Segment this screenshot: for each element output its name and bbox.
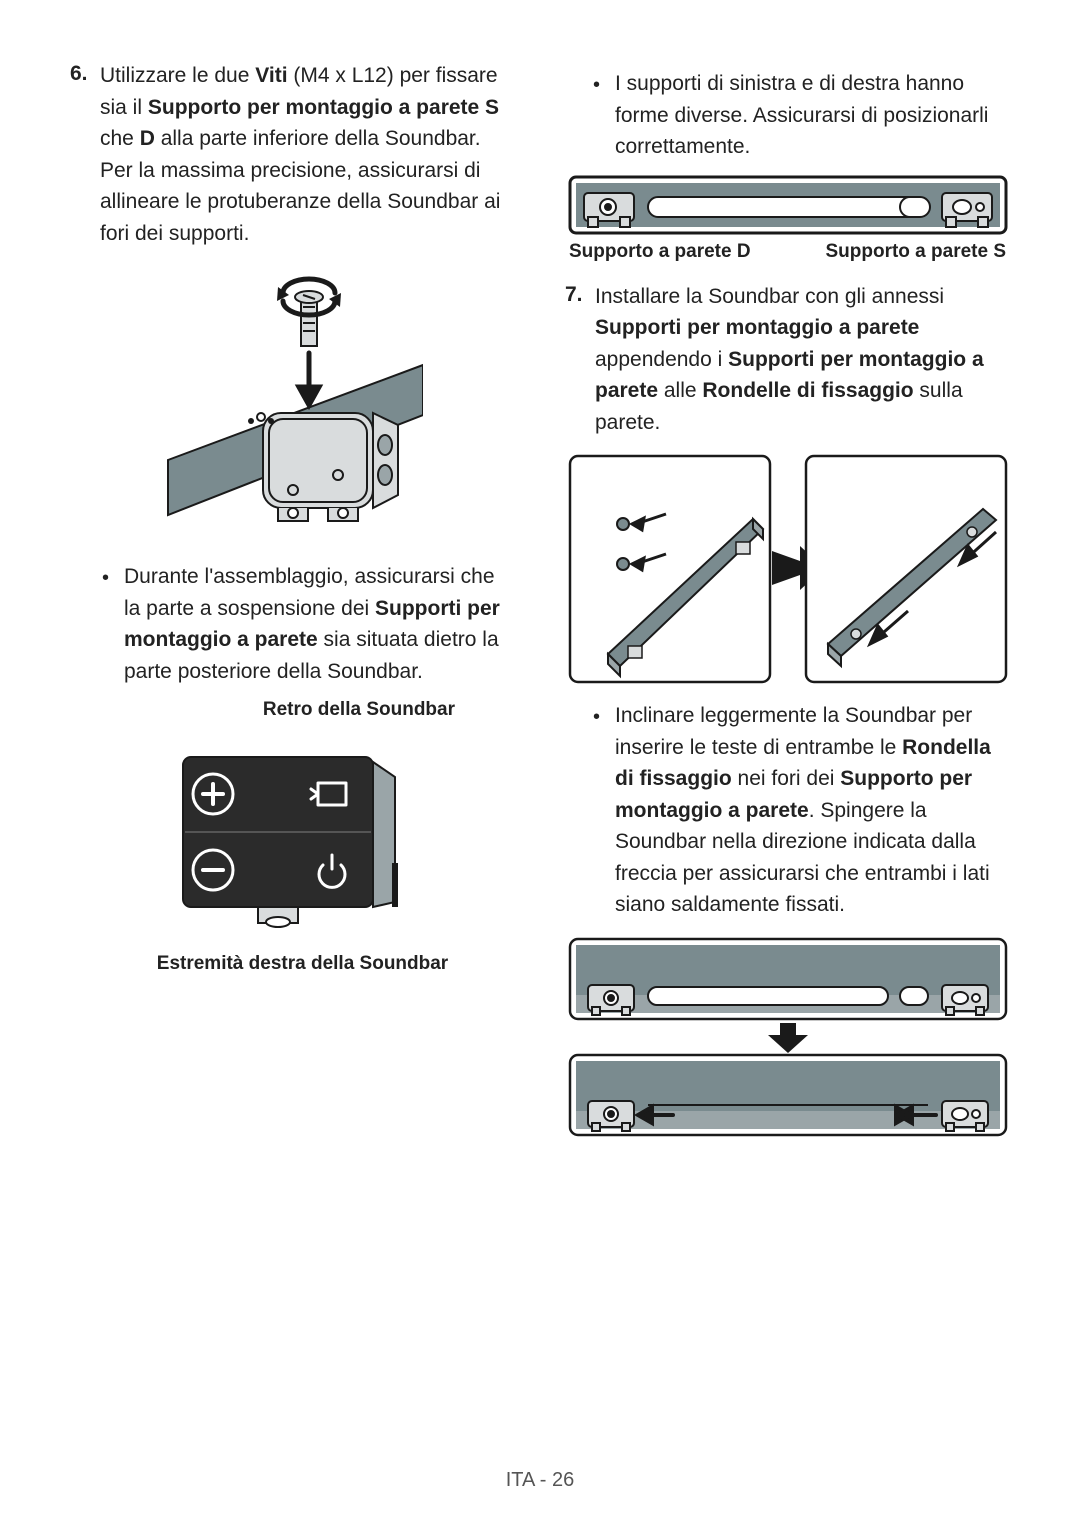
label-bracket-s: Supporto a parete S: [825, 241, 1006, 263]
figure-screw-bracket: [70, 265, 515, 545]
right-column: • I supporti di sinistra e di destra han…: [565, 60, 1010, 1153]
bullet-assembly-note: • Durante l'assemblaggio, assicurarsi ch…: [102, 561, 515, 687]
step-number: 6.: [70, 60, 100, 249]
caption-end: Estremità destra della Soundbar: [70, 953, 515, 975]
figure-hang-on-wall: [565, 454, 1010, 684]
left-column: 6. Utilizzare le due Viti (M4 x L12) per…: [70, 60, 515, 1153]
figure-soundbar-end: [70, 737, 515, 937]
caption-rear: Retro della Soundbar: [70, 699, 515, 721]
page-footer: ITA - 26: [0, 1469, 1080, 1492]
figure-slide-down: [565, 937, 1010, 1137]
step-6-text: Utilizzare le due Viti (M4 x L12) per fi…: [100, 60, 515, 249]
bullet-assembly-text: Durante l'assemblaggio, assicurarsi che …: [124, 561, 515, 687]
bullet-dot: •: [593, 700, 615, 921]
step-7-text: Installare la Soundbar con gli annessi S…: [595, 281, 1010, 439]
bullet-tilt-text: Inclinare leggermente la Soundbar per in…: [615, 700, 1010, 921]
bullet-lr-different: • I supporti di sinistra e di destra han…: [593, 68, 1010, 163]
step-number: 7.: [565, 281, 595, 439]
figure-brackets-front: [565, 175, 1010, 235]
bracket-labels: Supporto a parete D Supporto a parete S: [569, 241, 1006, 263]
bullet-tilt-insert: • Inclinare leggermente la Soundbar per …: [593, 700, 1010, 921]
label-bracket-d: Supporto a parete D: [569, 241, 751, 263]
step-7: 7. Installare la Soundbar con gli anness…: [565, 281, 1010, 439]
step-6: 6. Utilizzare le due Viti (M4 x L12) per…: [70, 60, 515, 249]
bullet-dot: •: [102, 561, 124, 687]
bullet-dot: •: [593, 68, 615, 163]
bullet-lr-text: I supporti di sinistra e di destra hanno…: [615, 68, 1010, 163]
